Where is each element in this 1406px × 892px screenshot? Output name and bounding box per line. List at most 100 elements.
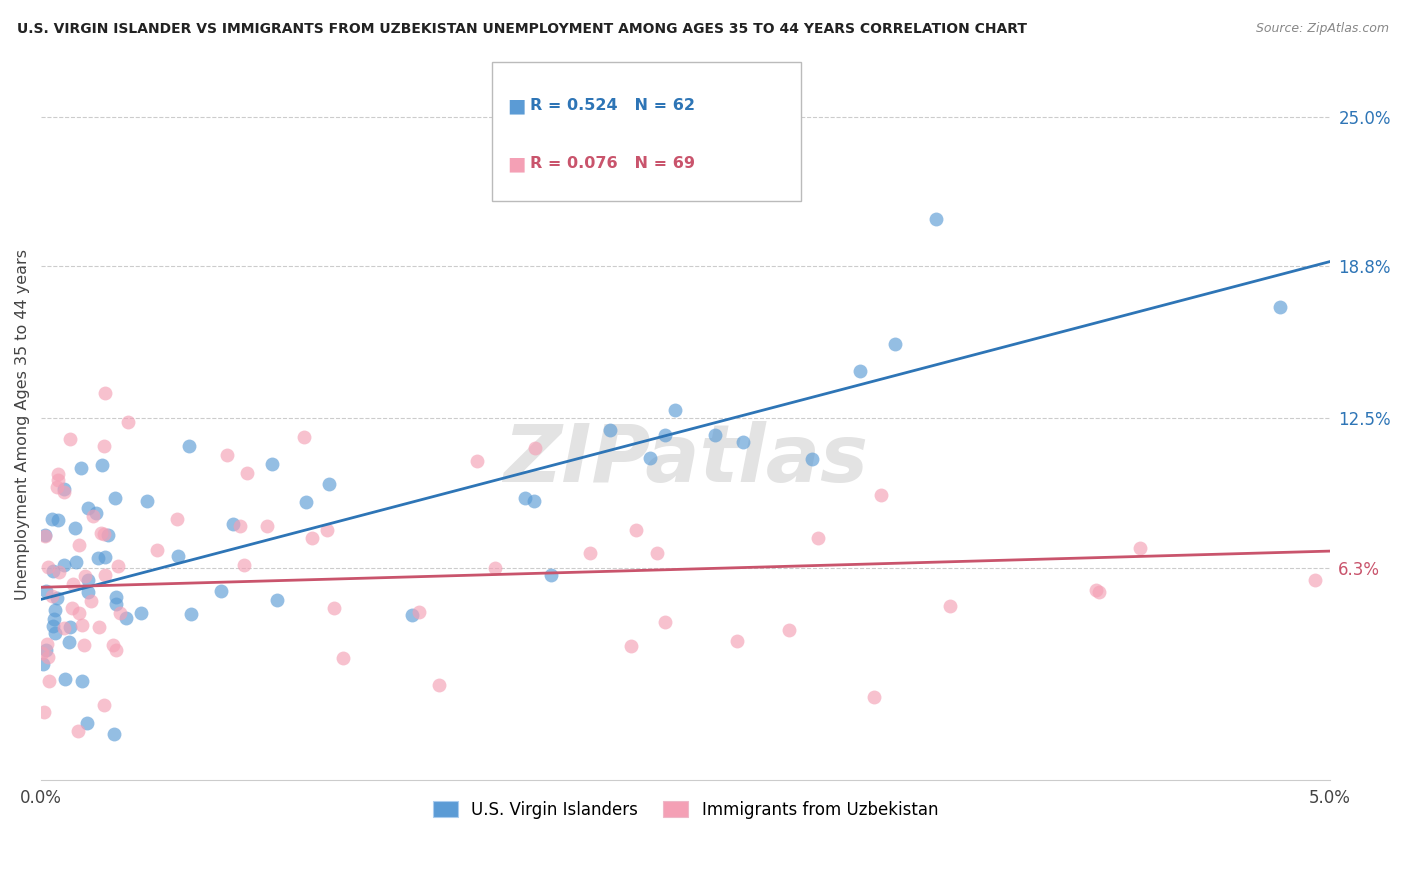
Point [46,473,69,487]
Point [146,542,169,557]
Point [37,637,59,651]
Point [93,439,115,453]
Point [731,434,754,449]
Point [725,633,748,648]
Point [209,584,232,599]
Point [94,568,117,582]
Point [1084,583,1107,598]
Point [97,527,120,541]
Point [53,672,76,686]
Point [94,386,117,401]
Point [401,607,423,622]
Point [42,564,65,578]
Point [115,611,138,625]
Point [93,526,115,541]
Point [67,538,90,552]
Point [301,531,323,545]
Point [63,521,86,535]
Point [807,532,830,546]
Point [107,559,129,574]
Point [70,618,93,632]
Point [32,705,55,719]
Point [135,494,157,508]
Point [76,716,98,731]
Point [52,558,75,573]
Point [427,677,450,691]
Point [34,528,56,542]
Point [925,212,948,227]
Point [101,638,124,652]
Legend: U.S. Virgin Islanders, Immigrants from Uzbekistan: U.S. Virgin Islanders, Immigrants from U… [426,794,945,825]
Point [523,493,546,508]
Point [465,454,488,468]
Point [87,620,110,634]
Point [73,638,96,652]
Point [180,607,202,622]
Point [316,523,339,537]
Point [640,450,662,465]
Point [179,439,201,453]
Point [59,432,82,446]
Point [44,625,66,640]
Point [41,512,63,526]
Point [323,601,346,615]
Text: Source: ZipAtlas.com: Source: ZipAtlas.com [1256,22,1389,36]
Point [52,482,75,496]
Point [58,634,80,648]
Point [484,561,506,575]
Point [46,480,69,494]
Point [105,643,128,657]
Point [849,364,872,378]
Point [73,569,96,583]
Y-axis label: Unemployment Among Ages 35 to 44 years: Unemployment Among Ages 35 to 44 years [15,249,30,600]
Point [46,513,69,527]
Point [295,495,318,509]
Point [129,606,152,620]
Text: ■: ■ [508,96,526,115]
Point [332,651,354,665]
Text: R = 0.524   N = 62: R = 0.524 N = 62 [530,98,695,113]
Point [80,594,103,608]
Point [103,726,125,740]
Point [93,698,115,712]
Point [66,724,89,739]
Point [939,599,962,614]
Text: U.S. VIRGIN ISLANDER VS IMMIGRANTS FROM UZBEKISTAN UNEMPLOYMENT AMONG AGES 35 TO: U.S. VIRGIN ISLANDER VS IMMIGRANTS FROM … [17,22,1026,37]
Point [800,452,823,467]
Point [870,488,893,502]
Point [117,415,139,429]
Point [645,546,668,560]
Point [1268,300,1291,314]
Point [38,673,60,688]
Point [46,467,69,481]
Point [513,491,536,505]
Point [579,546,602,560]
Point [41,589,63,603]
Point [76,782,98,797]
Point [863,690,886,705]
Point [77,574,100,588]
Point [235,467,257,481]
Point [90,458,112,472]
Point [65,555,87,569]
Point [292,430,315,444]
Point [35,583,58,598]
Point [52,485,75,500]
Point [34,529,56,543]
Point [523,441,546,455]
Text: ■: ■ [508,154,526,173]
Point [167,549,190,563]
Point [48,565,70,579]
Text: ZIPatlas: ZIPatlas [503,421,868,499]
Point [233,558,256,572]
Point [70,461,93,475]
Point [166,512,188,526]
Point [104,491,127,506]
Point [60,601,83,615]
Point [229,519,252,533]
Point [77,585,100,599]
Point [318,477,340,491]
Point [222,516,245,531]
Point [59,620,82,634]
Point [256,519,278,533]
